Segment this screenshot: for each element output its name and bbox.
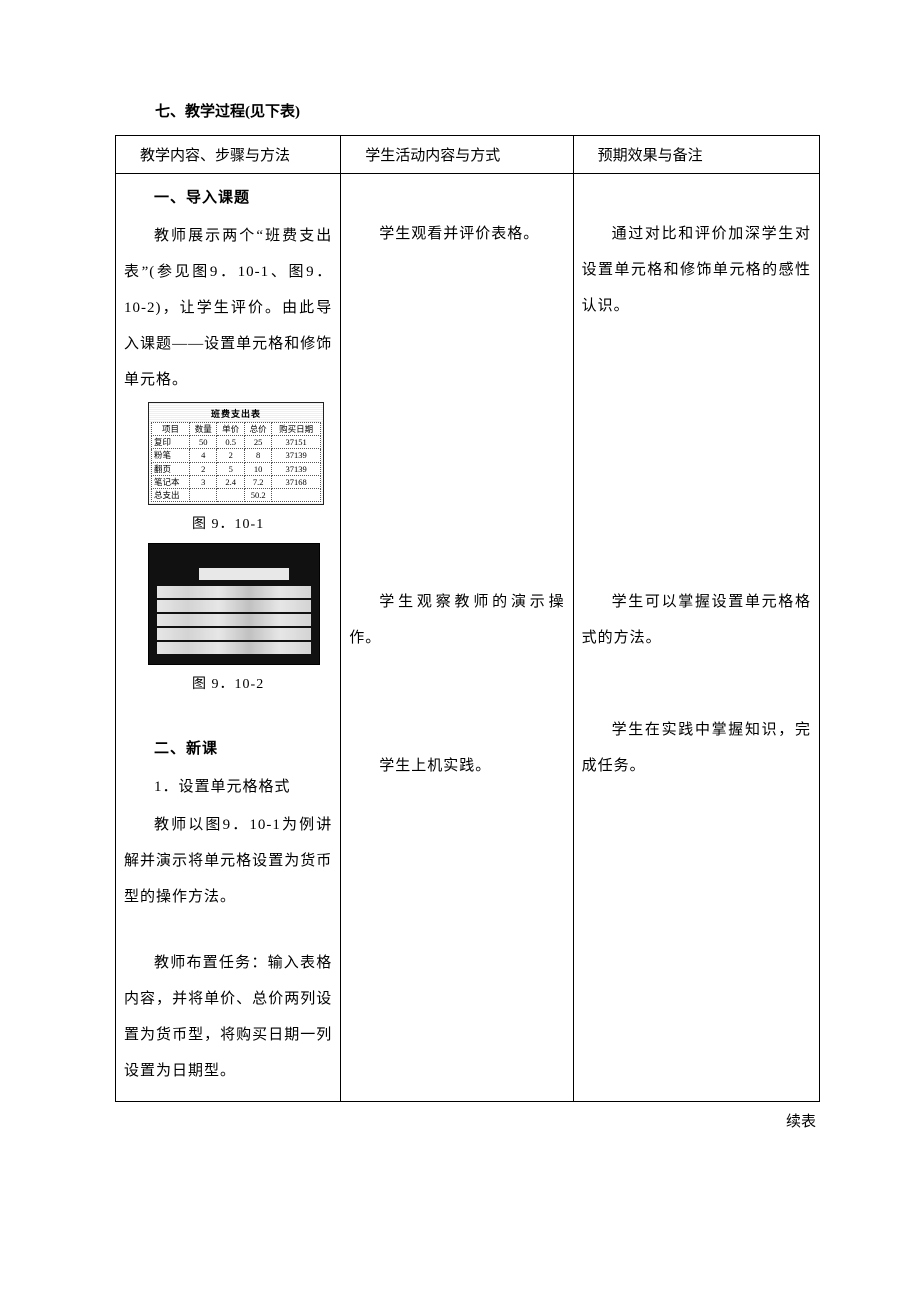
activity-p1: 学生观看并评价表格。: [349, 216, 564, 252]
mini-cell: [190, 488, 217, 501]
mini-cell: 50: [190, 436, 217, 449]
mini-cell: 25: [244, 436, 271, 449]
dark-fig-band: [157, 614, 311, 626]
mini-h: 购买日期: [272, 423, 321, 436]
activity-p3: 学生上机实践。: [349, 748, 564, 784]
section-1-title: 一、导入课题: [124, 180, 332, 216]
mini-cell: 4: [190, 449, 217, 462]
mini-cell: [217, 488, 244, 501]
mini-cell: 7.2: [244, 475, 271, 488]
activity-p2: 学生观察教师的演示操作。: [349, 584, 564, 656]
result-p1: 通过对比和评价加深学生对设置单元格和修饰单元格的感性认识。: [582, 216, 811, 324]
section-2-body2: 教师布置任务：输入表格内容，并将单价、总价两列设置为货币型，将购买日期一列设置为…: [124, 945, 332, 1089]
mini-table: 项目 数量 单价 总价 购买日期 复印 50 0.5 25: [151, 422, 321, 502]
section-2-body1: 教师以图9．10-1为例讲解并演示将单元格设置为货币型的操作方法。: [124, 807, 332, 915]
continued-label: 续表: [115, 1110, 820, 1131]
table-body-row: 一、导入课题 教师展示两个“班费支出表”(参见图9．10-1、图9．10-2)，…: [116, 174, 820, 1102]
table-header-row: 教学内容、步骤与方法 学生活动内容与方式 预期效果与备注: [116, 136, 820, 174]
dark-fig-band: [157, 600, 311, 612]
mini-cell: 37168: [272, 475, 321, 488]
mini-cell: 总支出: [152, 488, 190, 501]
mini-cell: 2.4: [217, 475, 244, 488]
mini-h: 单价: [217, 423, 244, 436]
mini-header-row: 项目 数量 单价 总价 购买日期: [152, 423, 321, 436]
mini-h: 项目: [152, 423, 190, 436]
mini-row: 复印 50 0.5 25 37151: [152, 436, 321, 449]
mini-cell: 37151: [272, 436, 321, 449]
mini-cell: 翻页: [152, 462, 190, 475]
cell-expected-result: 通过对比和评价加深学生对设置单元格和修饰单元格的感性认识。 学生可以掌握设置单元…: [573, 174, 819, 1102]
spacer: [124, 917, 332, 945]
mini-cell: 37139: [272, 449, 321, 462]
mini-cell: 粉笔: [152, 449, 190, 462]
col-header-2: 学生活动内容与方式: [341, 136, 573, 174]
spacer: [582, 324, 811, 584]
cell-teaching-content: 一、导入课题 教师展示两个“班费支出表”(参见图9．10-1、图9．10-2)，…: [116, 174, 341, 1102]
result-p3: 学生在实践中掌握知识，完成任务。: [582, 712, 811, 784]
spacer: [349, 180, 564, 216]
mini-cell: 2: [190, 462, 217, 475]
spacer: [349, 252, 564, 584]
mini-h: 总价: [244, 423, 271, 436]
result-p2: 学生可以掌握设置单元格格式的方法。: [582, 584, 811, 656]
mini-h: 数量: [190, 423, 217, 436]
dark-fig-band: [199, 568, 289, 580]
mini-cell: 笔记本: [152, 475, 190, 488]
mini-row: 笔记本 3 2.4 7.2 37168: [152, 475, 321, 488]
figure-2-caption: 图 9．10-2: [124, 673, 332, 693]
mini-table-title: 班费支出表: [151, 405, 321, 422]
spacer: [582, 180, 811, 216]
mini-cell: 8: [244, 449, 271, 462]
section-heading: 七、教学过程(见下表): [155, 100, 820, 121]
mini-cell: 3: [190, 475, 217, 488]
mini-row: 总支出 50.2: [152, 488, 321, 501]
lesson-plan-table: 教学内容、步骤与方法 学生活动内容与方式 预期效果与备注 一、导入课题 教师展示…: [115, 135, 820, 1102]
section-1-body: 教师展示两个“班费支出表”(参见图9．10-1、图9．10-2)，让学生评价。由…: [124, 218, 332, 398]
spacer: [582, 656, 811, 712]
col-header-3: 预期效果与备注: [573, 136, 819, 174]
mini-table-wrap: 班费支出表 项目 数量 单价 总价 购买日期 复印 50: [148, 402, 324, 505]
dark-fig-band: [157, 642, 311, 654]
section-2-title: 二、新课: [124, 731, 332, 767]
mini-row: 粉笔 4 2 8 37139: [152, 449, 321, 462]
cell-student-activity: 学生观看并评价表格。 学生观察教师的演示操作。 学生上机实践。: [341, 174, 573, 1102]
figure-1-caption: 图 9．10-1: [124, 513, 332, 533]
mini-cell: 0.5: [217, 436, 244, 449]
col-header-1: 教学内容、步骤与方法: [116, 136, 341, 174]
spacer: [124, 703, 332, 731]
mini-cell: 5: [217, 462, 244, 475]
spacer: [349, 656, 564, 748]
mini-row: 翻页 2 5 10 37139: [152, 462, 321, 475]
figure-9-10-1: 班费支出表 项目 数量 单价 总价 购买日期 复印 50: [148, 402, 324, 505]
figure-9-10-2: [148, 543, 320, 665]
mini-cell: 37139: [272, 462, 321, 475]
mini-cell: [272, 488, 321, 501]
dark-fig-band: [157, 628, 311, 640]
mini-cell: 复印: [152, 436, 190, 449]
mini-cell: 2: [217, 449, 244, 462]
dark-fig-band: [157, 586, 311, 598]
mini-cell: 50.2: [244, 488, 271, 501]
mini-cell: 10: [244, 462, 271, 475]
section-2-item1: 1．设置单元格格式: [124, 769, 332, 805]
